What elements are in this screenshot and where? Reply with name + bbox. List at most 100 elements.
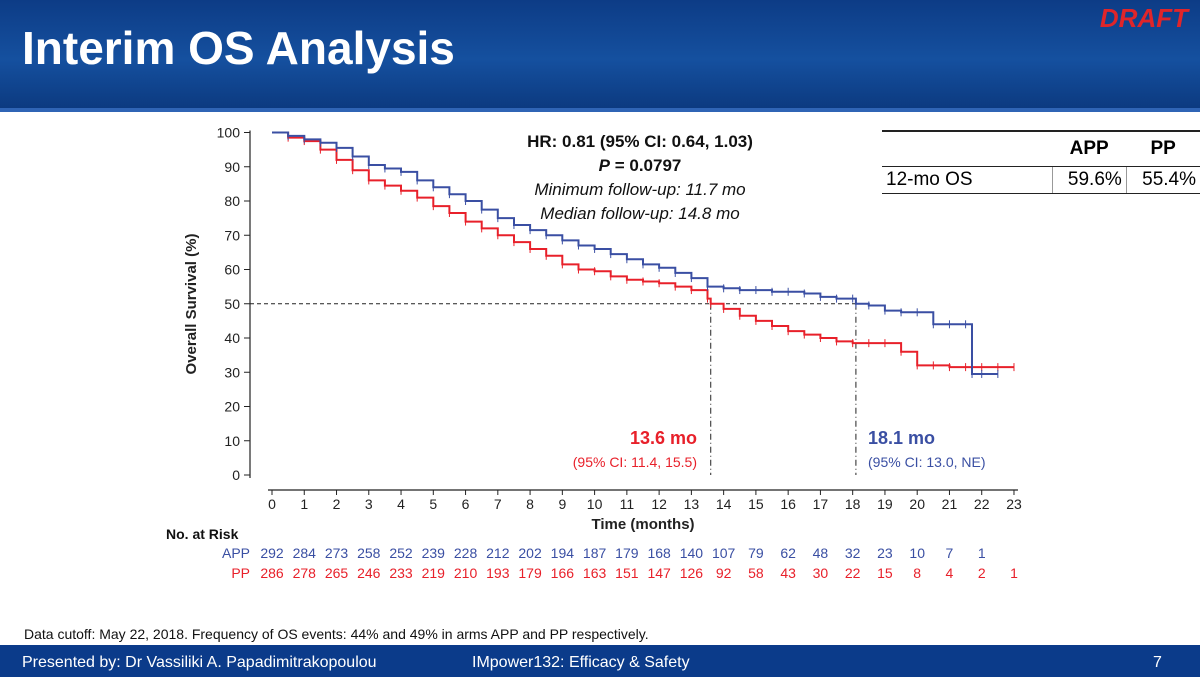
median-ci-app: (95% CI: 13.0, NE) [868,454,986,470]
risk-count-pp: 8 [913,565,921,581]
risk-count-app: 7 [946,545,954,561]
min-followup-label: Minimum follow-up: 11.7 mo [534,180,745,199]
footer-presenter: Presented by: Dr Vassiliki A. Papadimitr… [22,654,377,671]
x-tick-label: 5 [429,496,437,512]
risk-count-pp: 126 [680,565,704,581]
x-tick-label: 18 [845,496,861,512]
p-value-label: P = 0.0797 [599,156,682,175]
median-followup-label: Median follow-up: 14.8 mo [540,204,739,223]
risk-count-app: 273 [325,545,349,561]
risk-count-app: 239 [422,545,446,561]
risk-count-app: 23 [877,545,893,561]
risk-count-app: 292 [260,545,284,561]
risk-count-app: 10 [909,545,925,561]
risk-count-pp: 58 [748,565,764,581]
risk-count-app: 179 [615,545,639,561]
y-tick-label: 20 [224,399,240,415]
x-tick-label: 11 [620,496,635,512]
risk-count-pp: 92 [716,565,732,581]
footer-page-number: 7 [1153,654,1162,671]
slide-header [0,0,1200,108]
y-tick-label: 80 [224,193,240,209]
x-tick-label: 9 [558,496,566,512]
x-tick-label: 8 [526,496,534,512]
risk-count-pp: 43 [780,565,796,581]
p-number: = 0.0797 [610,156,681,175]
risk-count-pp: 179 [518,565,542,581]
x-tick-label: 16 [780,496,796,512]
median-ci-pp: (95% CI: 11.4, 15.5) [573,454,697,470]
risk-table-title: No. at Risk [166,526,239,542]
x-tick-label: 2 [333,496,341,512]
risk-count-app: 62 [780,545,796,561]
x-tick-label: 0 [268,496,276,512]
header-divider [0,108,1200,112]
y-axis-title: Overall Survival (%) [183,234,200,375]
os-summary-table: APP PP 12-mo OS 59.6% 55.4% [882,130,1200,194]
x-tick-label: 20 [909,496,925,512]
median-value-app: 18.1 mo [868,428,935,448]
slide-footer: Presented by: Dr Vassiliki A. Papadimitr… [0,645,1200,677]
risk-count-app: 168 [647,545,671,561]
risk-row-label-pp: PP [231,565,250,581]
y-tick-label: 10 [224,433,240,449]
x-tick-label: 22 [974,496,990,512]
x-tick-label: 1 [300,496,308,512]
risk-count-pp: 265 [325,565,349,581]
os-value-app: 59.6% [1051,166,1127,194]
risk-count-app: 212 [486,545,510,561]
risk-count-pp: 210 [454,565,478,581]
x-tick-label: 21 [942,496,958,512]
risk-count-app: 32 [845,545,861,561]
km-curve-app [272,131,998,375]
x-tick-label: 14 [716,496,732,512]
os-col-pp: PP [1126,130,1200,167]
x-tick-label: 7 [494,496,502,512]
x-tick-label: 3 [365,496,373,512]
y-tick-label: 70 [224,227,240,243]
x-tick-label: 13 [684,496,700,512]
x-tick-label: 10 [587,496,603,512]
x-tick-label: 17 [813,496,829,512]
x-axis-title: Time (months) [591,516,694,533]
risk-count-pp: 163 [583,565,607,581]
p-symbol: P [599,156,611,175]
risk-count-pp: 15 [877,565,893,581]
data-cutoff-footnote: Data cutoff: May 22, 2018. Frequency of … [24,626,649,642]
x-tick-label: 4 [397,496,405,512]
risk-count-pp: 278 [293,565,317,581]
risk-count-pp: 233 [389,565,413,581]
y-tick-label: 60 [224,262,240,278]
risk-row-label-app: APP [222,545,250,561]
os-col-app: APP [1052,130,1127,167]
risk-count-app: 48 [813,545,829,561]
risk-count-pp: 151 [615,565,639,581]
risk-count-app: 252 [389,545,413,561]
footer-study-title: IMpower132: Efficacy & Safety [472,654,690,671]
hazard-ratio-label: HR: 0.81 (95% CI: 0.64, 1.03) [527,132,753,151]
y-tick-label: 0 [232,467,240,483]
x-tick-label: 23 [1006,496,1022,512]
risk-count-app: 1 [978,545,986,561]
risk-count-pp: 1 [1010,565,1018,581]
risk-count-app: 258 [357,545,381,561]
risk-count-pp: 166 [551,565,575,581]
risk-count-pp: 30 [813,565,829,581]
risk-count-pp: 22 [845,565,861,581]
y-tick-label: 90 [224,159,240,175]
risk-count-pp: 246 [357,565,381,581]
os-value-pp: 55.4% [1125,166,1200,194]
risk-count-app: 194 [551,545,575,561]
risk-count-app: 187 [583,545,607,561]
risk-count-app: 79 [748,545,764,561]
median-value-pp: 13.6 mo [630,428,697,448]
x-tick-label: 12 [651,496,667,512]
risk-count-app: 107 [712,545,736,561]
x-tick-label: 19 [877,496,893,512]
risk-count-app: 202 [518,545,542,561]
risk-count-pp: 219 [422,565,446,581]
y-tick-label: 40 [224,330,240,346]
y-tick-label: 50 [224,296,240,312]
y-tick-label: 100 [217,125,241,141]
